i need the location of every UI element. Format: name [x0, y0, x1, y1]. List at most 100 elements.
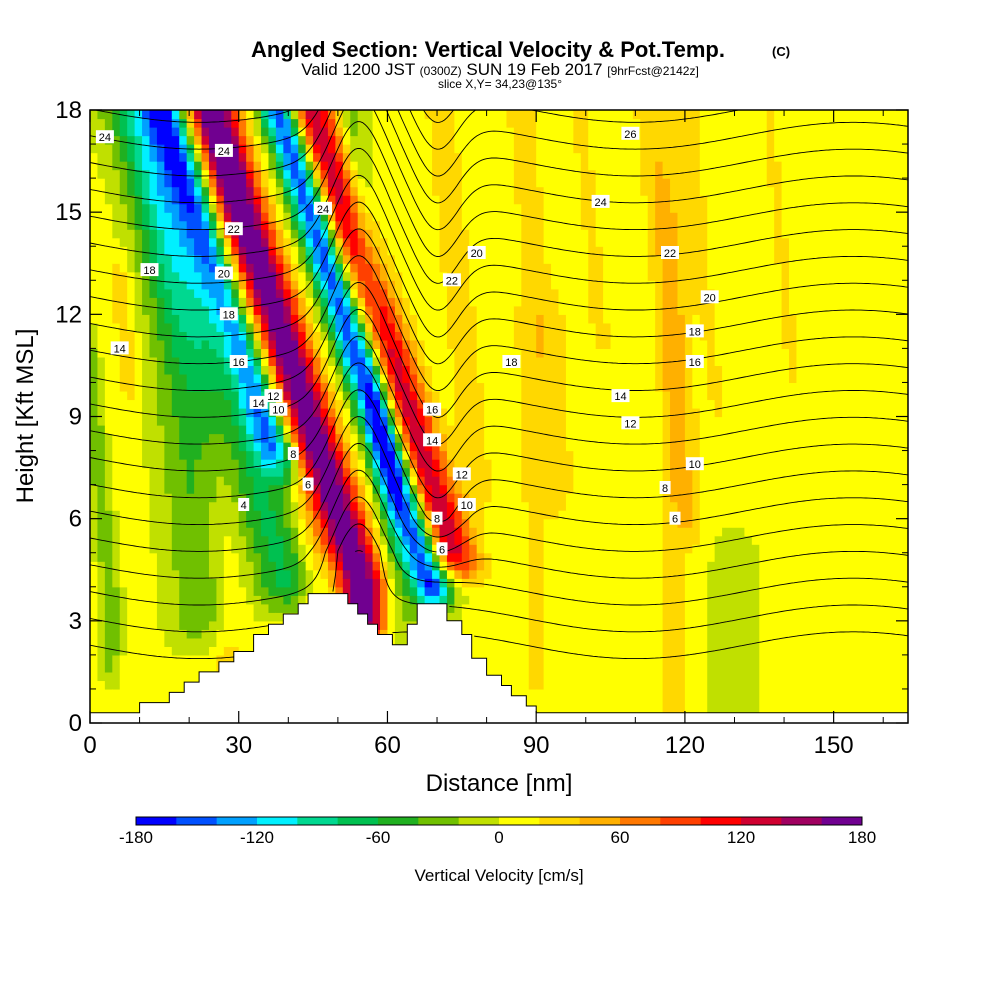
velocity-cell: [387, 399, 396, 409]
velocity-cell: [238, 450, 247, 494]
velocity-cell: [305, 186, 314, 196]
velocity-cell: [387, 561, 396, 579]
pot-temp-contour: [90, 469, 908, 579]
velocity-cell: [231, 246, 240, 256]
velocity-cell: [216, 331, 225, 358]
pot-temp-contour: [90, 308, 908, 445]
contour-label-box: [219, 307, 238, 321]
velocity-cell: [320, 169, 329, 179]
velocity-cell: [261, 322, 270, 332]
velocity-cell: [298, 246, 307, 264]
velocity-cell: [142, 135, 151, 171]
velocity-cell: [290, 595, 299, 613]
velocity-cell: [305, 493, 314, 511]
velocity-cell: [238, 280, 247, 290]
velocity-cell: [305, 297, 314, 307]
velocity-cell: [186, 390, 195, 494]
velocity-cell: [513, 348, 522, 723]
velocity-cell: [201, 110, 210, 128]
colorbar-segment: [176, 817, 218, 825]
velocity-cell: [677, 110, 686, 315]
contour-label: 24: [218, 146, 230, 158]
velocity-cell: [149, 356, 158, 554]
velocity-cell: [104, 510, 113, 673]
velocity-cell: [446, 493, 455, 503]
velocity-cell: [342, 263, 351, 273]
velocity-cell: [543, 263, 552, 520]
velocity-cell: [171, 416, 180, 571]
velocity-cell: [156, 144, 165, 162]
velocity-cell: [417, 595, 426, 605]
contour-label: 10: [689, 459, 701, 471]
velocity-cell: [402, 620, 411, 647]
velocity-cell: [380, 110, 389, 239]
velocity-cell: [342, 442, 351, 452]
velocity-cell: [372, 348, 381, 358]
velocity-cell: [216, 476, 225, 630]
velocity-cell: [774, 161, 783, 264]
velocity-cell: [439, 450, 448, 469]
velocity-cell: [253, 382, 262, 401]
velocity-cell: [238, 271, 247, 281]
colorbar-tick-label: 120: [727, 828, 755, 847]
velocity-cell: [112, 169, 121, 239]
velocity-cell: [342, 237, 351, 247]
velocity-cell: [469, 527, 478, 545]
velocity-cell: [253, 339, 262, 349]
velocity-cell: [342, 305, 351, 315]
velocity-cell: [268, 442, 277, 452]
velocity-cell: [327, 552, 336, 562]
velocity-cell: [238, 314, 247, 324]
velocity-cell: [275, 263, 284, 273]
velocity-cell: [313, 212, 322, 230]
velocity-cell: [320, 220, 329, 230]
velocity-cell: [380, 425, 389, 469]
velocity-cell: [469, 569, 478, 579]
velocity-cell: [275, 254, 284, 264]
velocity-cell: [261, 305, 270, 315]
velocity-cell: [290, 339, 299, 401]
velocity-cell: [223, 110, 232, 128]
velocity-cell: [283, 297, 292, 307]
velocity-cell: [208, 203, 218, 213]
velocity-cell: [298, 263, 307, 273]
contour-label-box: [467, 246, 486, 259]
velocity-cell: [156, 297, 165, 341]
velocity-cell: [855, 110, 864, 723]
velocity-cell: [789, 110, 798, 315]
colorbar-segment: [418, 817, 460, 825]
velocity-cell: [365, 356, 374, 367]
velocity-cell: [275, 535, 284, 588]
velocity-cell: [253, 195, 262, 205]
velocity-cell: [327, 220, 336, 230]
velocity-cell: [268, 203, 277, 222]
velocity-cell: [446, 476, 455, 494]
velocity-cell: [275, 425, 284, 435]
velocity-cell: [290, 220, 299, 230]
contour-label: 14: [252, 398, 264, 410]
velocity-cell: [402, 425, 411, 435]
velocity-cell: [246, 339, 255, 349]
velocity-cell: [350, 399, 359, 418]
velocity-cell: [171, 127, 180, 137]
velocity-cell: [320, 127, 329, 162]
velocity-cell: [424, 578, 433, 588]
velocity-cell: [372, 578, 381, 630]
velocity-cell: [290, 280, 299, 290]
velocity-cell: [261, 135, 270, 145]
velocity-cell: [253, 144, 262, 162]
contour-label-box: [264, 389, 283, 403]
velocity-cell: [365, 552, 374, 562]
velocity-cell: [365, 110, 374, 188]
velocity-cell: [446, 552, 455, 562]
velocity-cell: [201, 161, 210, 171]
velocity-cell: [796, 110, 805, 723]
velocity-cell: [327, 425, 336, 443]
velocity-cell: [261, 467, 270, 477]
y-axis-label: Height [Kft MSL]: [12, 329, 39, 504]
contour-label-box: [140, 263, 159, 277]
velocity-cell: [246, 416, 255, 435]
velocity-cell: [461, 518, 470, 537]
velocity-cell: [432, 459, 441, 477]
velocity-cell: [380, 493, 389, 503]
